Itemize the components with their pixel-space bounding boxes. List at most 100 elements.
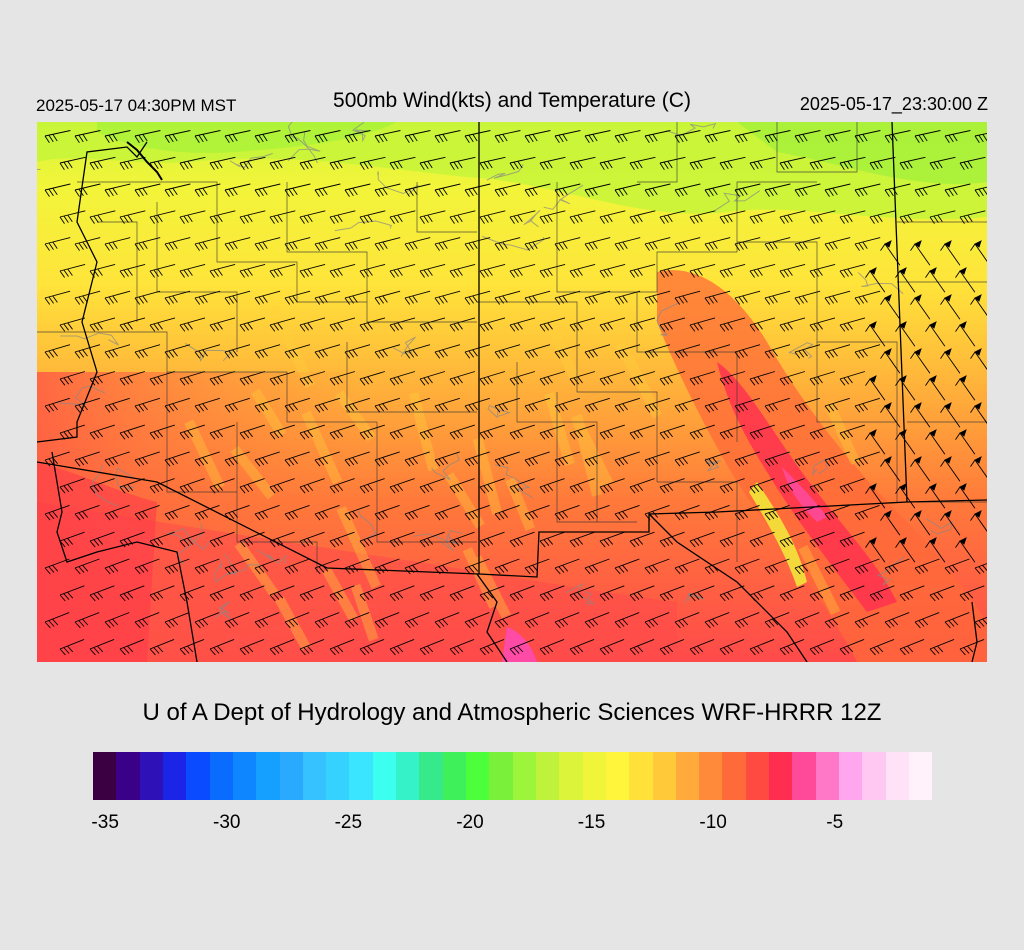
wind-barb [329,478,355,494]
temperature-streak [269,305,315,389]
wind-barb [940,294,961,320]
wind-barb [299,531,325,548]
wind-barb [299,478,325,494]
wind-barb [149,531,175,548]
wind-barb [89,156,116,170]
colorbar-swatch [908,752,933,800]
wind-barb [494,237,521,251]
wind-barb [524,344,551,359]
wind-barb [764,558,790,575]
wind-barb [359,424,385,440]
wind-barb [970,348,987,370]
wind-barb [734,344,761,359]
wind-barb [719,317,746,332]
wind-barb [554,504,580,521]
wind-barb [239,210,266,224]
wind-barb [599,371,626,386]
wind-barb [659,156,686,170]
wind-barb [865,483,886,509]
wind-barb [389,531,415,548]
colorbar-swatch [699,752,723,800]
wind-barb [719,371,746,386]
wind-barb [749,478,775,494]
contour-line [431,452,460,481]
model-credit: U of A Dept of Hydrology and Atmospheric… [142,699,882,726]
temperature-streak [472,437,503,516]
wind-barb [164,183,191,197]
wind-barb [734,397,760,413]
wind-barb [59,317,86,332]
colorbar-swatch [186,752,210,800]
wind-barb [914,130,941,143]
contour-line [543,184,584,210]
wind-barb [764,504,790,521]
wind-barb [674,183,701,197]
contour-line [393,336,416,357]
wind-barb [224,290,251,305]
wind-barb [689,156,716,170]
wind-barb [629,371,656,386]
temperature-streak [336,505,381,589]
wind-barb [509,531,535,548]
wind-barb [104,290,131,305]
wind-barb [404,344,431,359]
wind-barb [479,638,505,656]
wind-barb [764,612,790,629]
wind-barb [704,344,731,359]
wind-barb [809,317,836,332]
wind-barb [284,612,310,629]
wind-barb [44,130,71,143]
wind-barb [59,531,85,548]
wind-barb [719,156,746,170]
wind-barb [880,348,901,374]
wind-barb [314,290,341,305]
contour-line [704,457,721,472]
wind-barb [299,317,326,332]
colorbar-swatch [675,752,700,800]
wind-barb [569,317,596,332]
contour-line [523,210,541,228]
wind-barb [674,451,700,467]
wind-barb [104,612,130,629]
wind-barb [895,429,916,455]
wind-barb [389,210,416,224]
wind-barb [419,638,445,656]
wind-barb [389,156,416,170]
wind-barb [854,558,880,575]
colorbar-swatch [815,752,839,800]
wind-barb [284,344,311,359]
wind-barb [149,638,175,656]
wind-barb [44,558,70,575]
wind-barb [779,585,805,602]
colorbar-swatch [862,752,886,800]
wind-barb [104,183,131,197]
wind-barb [224,344,251,359]
county-borders [37,122,987,572]
wind-barb [880,402,901,428]
wind-barb [584,504,610,521]
temperature-streak [462,547,499,609]
wind-barb [134,612,160,629]
wind-barb [734,290,761,305]
wind-barb [539,585,565,602]
wind-barb [599,210,626,224]
wind-barb [614,130,641,143]
wind-barb [329,371,356,386]
wind-barb [880,240,901,266]
temperature-streak [614,341,652,396]
wind-barb [925,483,946,509]
wind-barb [929,156,956,170]
wind-barb [554,558,580,575]
wind-barb [509,424,535,440]
wind-barb [164,344,191,359]
wind-barb [419,210,446,224]
wind-barb [194,451,220,467]
wind-barb [959,585,985,602]
wind-barb [884,612,910,629]
wind-barb [749,371,776,386]
wind-barb [734,558,760,575]
wind-barb [895,537,916,563]
wind-barb [809,210,836,224]
wind-barb [194,504,220,521]
wind-barb [644,183,671,197]
